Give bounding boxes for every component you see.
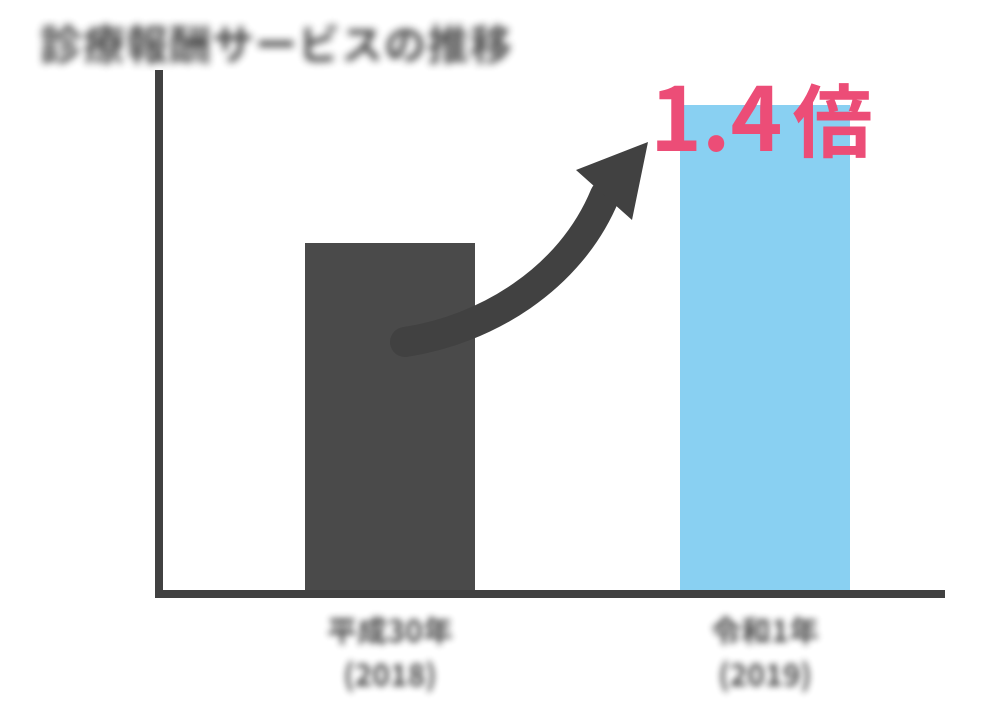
x-label-line1: 平成30年 bbox=[270, 608, 510, 652]
multiplier-callout: 1.4倍 bbox=[650, 50, 872, 177]
x-axis bbox=[155, 590, 945, 598]
chart-title: 診療報酬サービスの推移 bbox=[40, 12, 513, 73]
bar-1 bbox=[680, 105, 850, 590]
growth-arrow-icon bbox=[380, 130, 680, 360]
x-label-line1: 令和1年 bbox=[645, 608, 885, 652]
x-label-line2: (2019) bbox=[645, 652, 885, 696]
multiplier-number: 1.4 bbox=[650, 50, 782, 177]
x-label-0: 平成30年(2018) bbox=[270, 608, 510, 695]
x-label-1: 令和1年(2019) bbox=[645, 608, 885, 695]
multiplier-unit: 倍 bbox=[792, 59, 872, 175]
x-label-line2: (2018) bbox=[270, 652, 510, 696]
